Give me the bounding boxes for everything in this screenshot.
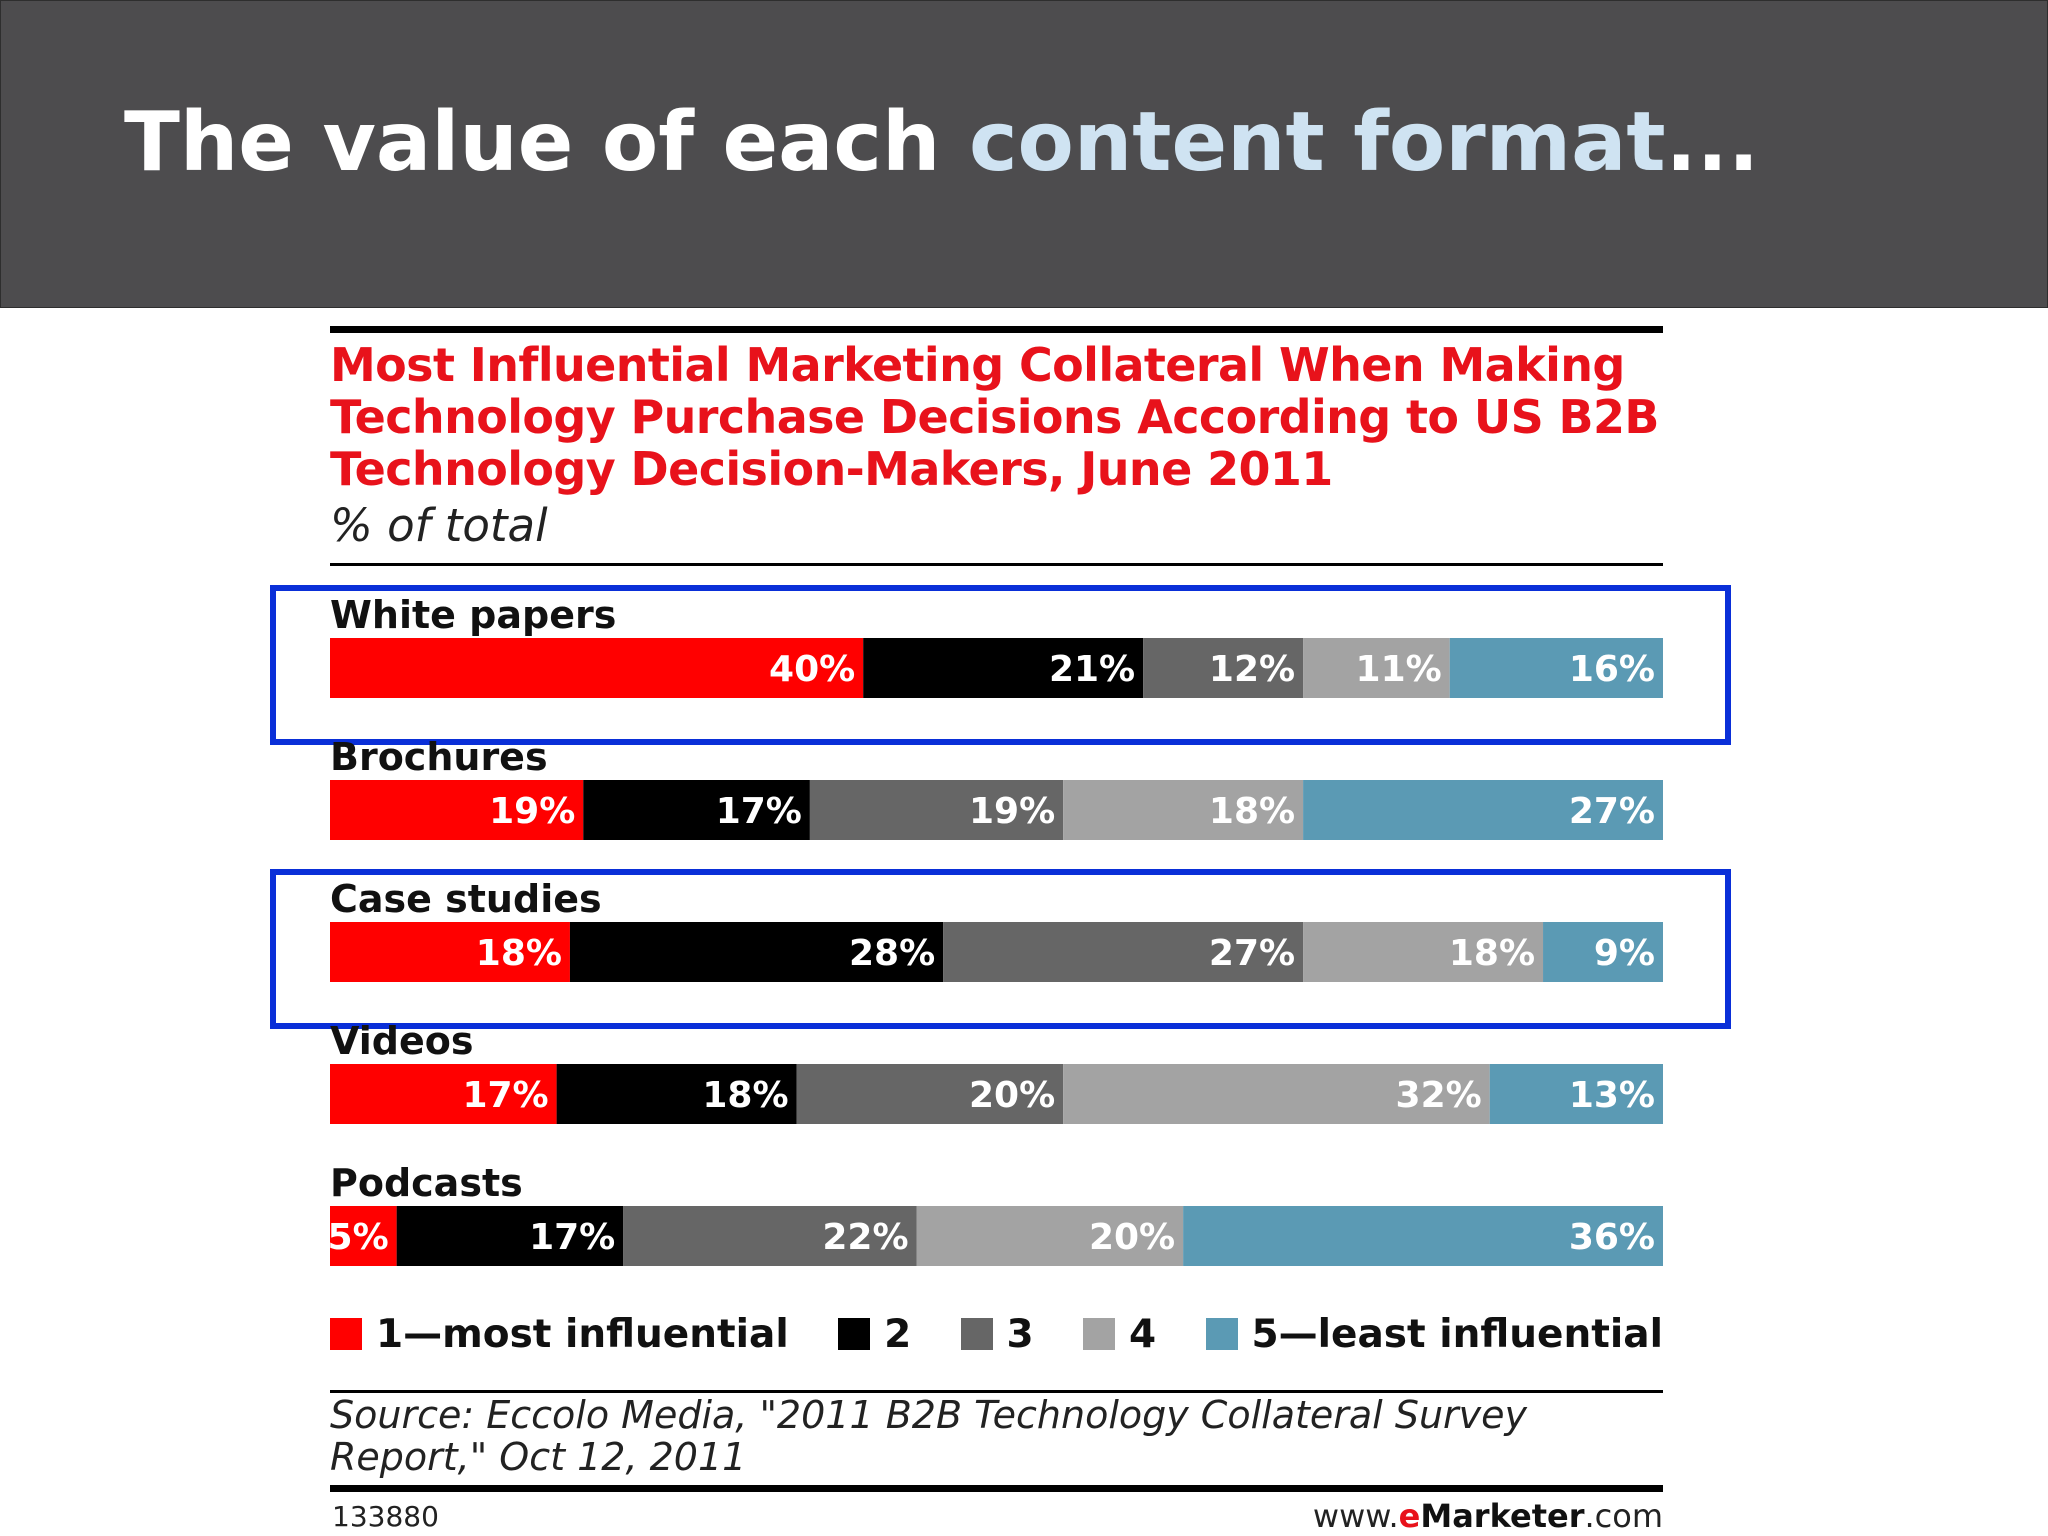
bar-segment-brochures-4 [1063, 780, 1304, 840]
data-label-brochures-1: 19% [489, 791, 575, 832]
bar-segment-videos-2 [556, 1064, 797, 1124]
legend-item-2: 2 [838, 1312, 911, 1357]
chart-title-line-1: Most Influential Marketing Collateral Wh… [330, 338, 1625, 392]
site-prefix: www. [1312, 1497, 1399, 1535]
legend-item-3: 3 [960, 1311, 1034, 1357]
category-label-case-studies: Case studies [330, 877, 602, 921]
legend-swatch-4 [1083, 1318, 1116, 1350]
bar-segment-case-studies-1 [330, 922, 570, 982]
chart-source: Source: Eccolo Media, "2011 B2B Technolo… [330, 1393, 1527, 1479]
chart-bottom-rule [330, 1485, 1663, 1492]
emarketer-site-link[interactable]: www.eMarketer.com [1313, 1497, 1663, 1535]
legend-label-2: 2 [884, 1311, 912, 1357]
category-label-podcasts: Podcasts [330, 1161, 523, 1205]
data-label-podcasts-4: 20% [1089, 1217, 1175, 1258]
legend-item-4: 4 [1083, 1312, 1156, 1357]
data-label-brochures-3: 19% [969, 791, 1055, 832]
slide-title: The value of each content format... [124, 95, 1759, 191]
legend-swatch-3 [960, 1318, 993, 1350]
bar-segment-brochures-2 [583, 780, 810, 840]
bar-segment-white-papers-3 [1143, 638, 1304, 698]
data-label-videos-5: 13% [1569, 1075, 1655, 1116]
legend: 1—most influential 2 3 4 5—least influen… [330, 1306, 1663, 1362]
data-label-white-papers-4: 11% [1356, 649, 1442, 690]
bar-segment-podcasts-2 [396, 1206, 624, 1266]
data-label-podcasts-2: 17% [529, 1217, 615, 1258]
chart-title-line-2: Technology Purchase Decisions According … [330, 390, 1659, 444]
legend-label-4: 4 [1129, 1311, 1157, 1357]
category-label-brochures: Brochures [330, 735, 548, 779]
data-label-white-papers-3: 12% [1209, 649, 1295, 690]
chart-subtitle: % of total [330, 499, 548, 552]
legend-item-5: 5—least influential [1205, 1311, 1663, 1357]
legend-swatch-2 [838, 1318, 871, 1350]
site-brand-rest: Marketer [1420, 1497, 1585, 1535]
bar-segment-white-papers-1 [330, 638, 864, 698]
data-label-case-studies-3: 27% [1209, 933, 1295, 974]
bar-segment-podcasts-4 [916, 1206, 1184, 1266]
bar-segment-brochures-3 [809, 780, 1064, 840]
data-label-videos-2: 18% [702, 1075, 788, 1116]
chart-id: 133880 [332, 1500, 439, 1533]
bar-segment-videos-1 [330, 1064, 557, 1124]
data-label-brochures-4: 18% [1209, 791, 1295, 832]
legend-swatch-5 [1205, 1318, 1238, 1350]
data-label-case-studies-5: 9% [1594, 933, 1655, 974]
data-label-case-studies-4: 18% [1449, 933, 1535, 974]
bar-segment-white-papers-4 [1303, 638, 1450, 698]
legend-label-3: 3 [1006, 1311, 1034, 1357]
data-label-videos-1: 17% [462, 1075, 548, 1116]
slide-title-highlight: content format [968, 95, 1666, 190]
bar-segment-podcasts-3 [623, 1206, 917, 1266]
legend-item-1: 1—most influential [330, 1312, 789, 1357]
stacked-bar-chart: White papers 40% 21% 12% 11% 16% Brochures 19% 1… [270, 585, 1731, 1266]
bar-segment-podcasts-5 [1183, 1206, 1663, 1266]
bar-segment-case-studies-5 [1543, 922, 1663, 982]
data-label-brochures-5: 27% [1569, 791, 1655, 832]
bar-segment-white-papers-5 [1449, 638, 1663, 698]
bar-segment-videos-3 [796, 1064, 1064, 1124]
slide-header: The value of each content format... [0, 0, 2048, 308]
category-label-videos: Videos [330, 1019, 473, 1063]
data-label-videos-3: 20% [969, 1075, 1055, 1116]
site-suffix: .com [1584, 1497, 1663, 1535]
bar-segment-brochures-1 [330, 780, 584, 840]
chart-title-line-3: Technology Decision-Makers, June 2011 [330, 442, 1333, 496]
category-label-white-papers: White papers [330, 593, 616, 637]
data-label-podcasts-1: 5% [328, 1217, 389, 1258]
chart-title: Most Influential Marketing Collateral Wh… [330, 339, 1730, 495]
bar-segment-case-studies-3 [943, 922, 1304, 982]
site-brand-e: e [1398, 1497, 1421, 1535]
bar-segment-podcasts-1 [330, 1206, 397, 1266]
bar-segment-videos-5 [1489, 1064, 1663, 1124]
legend-swatch-1 [330, 1318, 362, 1350]
bar-segment-white-papers-2 [863, 638, 1144, 698]
data-label-podcasts-5: 36% [1569, 1217, 1655, 1258]
data-label-brochures-2: 17% [716, 791, 802, 832]
data-label-white-papers-5: 16% [1569, 649, 1655, 690]
chart-top-rule [330, 326, 1663, 333]
bar-segment-videos-4 [1063, 1064, 1490, 1124]
slide-title-tail: ... [1665, 95, 1760, 190]
data-label-white-papers-1: 40% [769, 649, 855, 690]
bar-segment-case-studies-2 [569, 922, 944, 982]
data-label-case-studies-1: 18% [476, 933, 562, 974]
data-label-podcasts-3: 22% [822, 1217, 908, 1258]
data-label-white-papers-2: 21% [1049, 649, 1135, 690]
chart-source-rule [330, 1390, 1663, 1393]
data-label-case-studies-2: 28% [849, 933, 935, 974]
bar-segment-brochures-5 [1303, 780, 1663, 840]
bar-segment-case-studies-4 [1303, 922, 1544, 982]
highlight-box-white-papers [270, 585, 1731, 745]
legend-label-5: 5—least influential [1251, 1311, 1663, 1357]
highlight-box-case-studies [270, 869, 1731, 1029]
chart-header-rule [330, 563, 1663, 566]
data-label-videos-4: 32% [1396, 1075, 1482, 1116]
legend-label-1: 1—most influential [376, 1311, 789, 1357]
slide-title-lead: The value of each [124, 95, 969, 190]
